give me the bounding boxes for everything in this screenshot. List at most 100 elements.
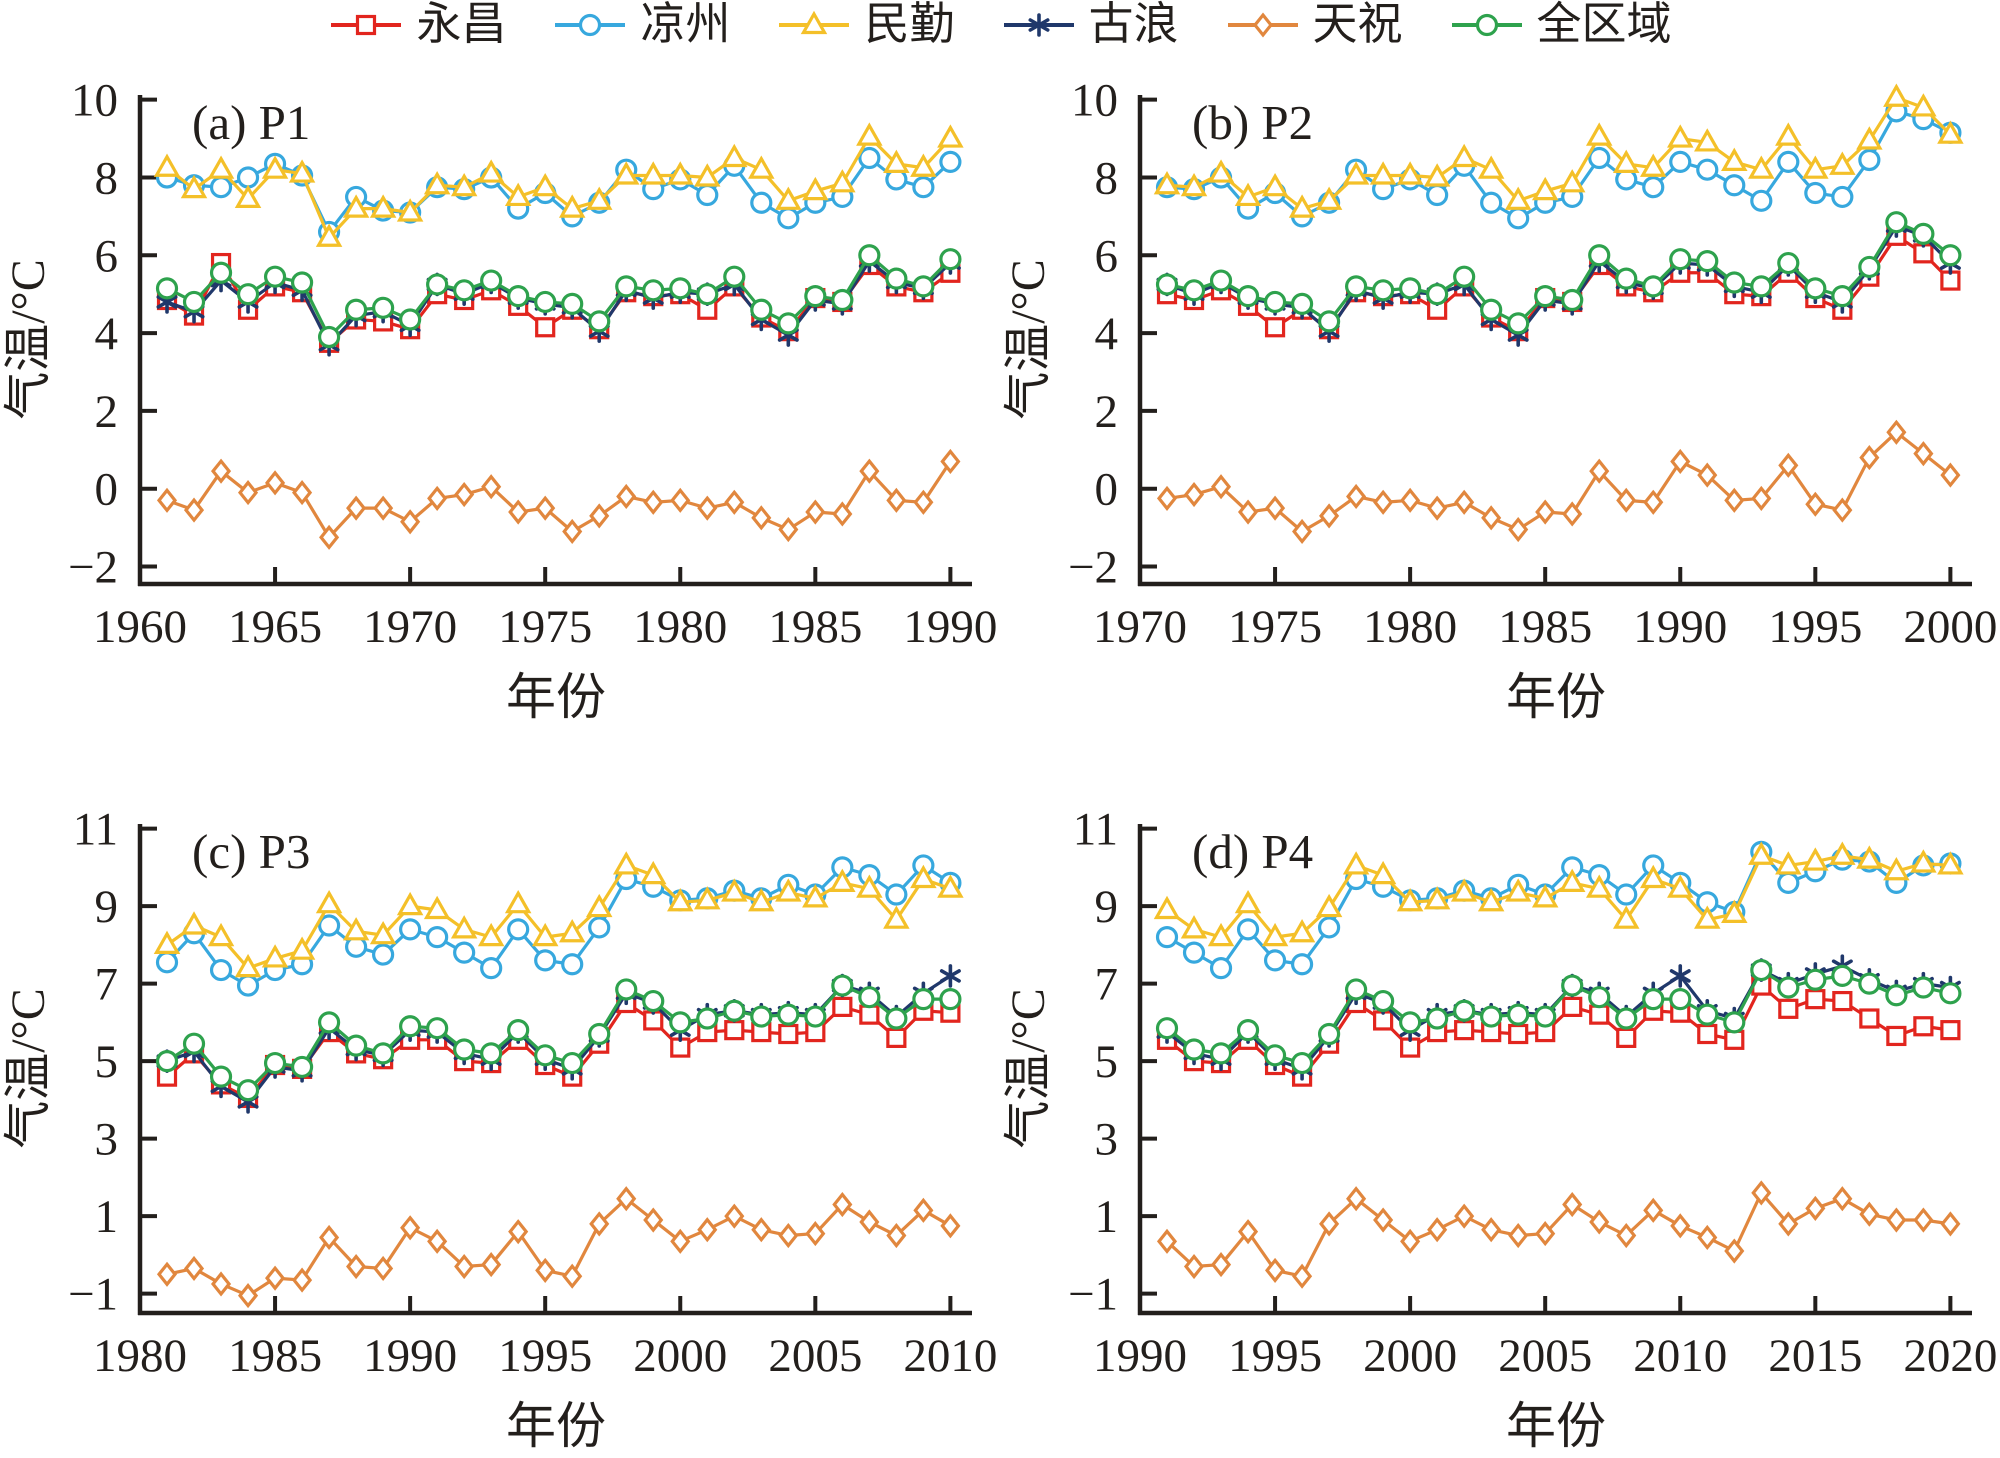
triangle-marker-icon <box>667 888 694 912</box>
triangle-marker-icon <box>748 888 775 912</box>
x-tick-label: 2000 <box>1903 601 1997 653</box>
diamond-marker-icon <box>1427 1217 1448 1243</box>
diamond-marker-icon <box>1400 1228 1421 1254</box>
circle-marker-icon <box>1236 1019 1260 1042</box>
legend-label: 全区域 <box>1536 0 1672 49</box>
diamond-marker-icon <box>1886 419 1907 445</box>
square-marker-icon <box>886 1027 907 1048</box>
circle-marker-icon <box>263 1051 287 1075</box>
diamond-marker-icon <box>616 483 637 510</box>
x-tick-label: 2000 <box>1363 1330 1457 1382</box>
circle-marker-icon <box>939 150 962 174</box>
triangle-marker-icon <box>477 159 505 183</box>
diamond-marker-icon <box>778 516 799 543</box>
triangle-marker-icon <box>1721 147 1748 172</box>
triangle-marker-icon <box>1937 120 1964 144</box>
triangle-marker-icon <box>369 194 397 218</box>
triangle-marker-icon <box>801 10 828 34</box>
square-marker-icon <box>1832 990 1853 1012</box>
diamond-marker-icon <box>373 1255 394 1282</box>
triangle-marker-icon <box>234 184 262 208</box>
circle-marker-icon <box>669 1011 692 1034</box>
diamond-marker-icon <box>1373 1207 1394 1233</box>
circle-marker-icon <box>1317 310 1341 333</box>
diamond-marker-icon <box>1859 445 1880 471</box>
triangle-marker-icon <box>639 860 667 885</box>
circle-marker-icon <box>1263 949 1287 972</box>
y-axis-title: 气温/°C <box>1002 988 1055 1149</box>
y-axis-title: 气温/°C <box>2 259 55 420</box>
circle-marker-icon <box>372 296 395 319</box>
triangle-marker-icon <box>694 163 721 187</box>
triangle-marker-icon <box>802 884 829 908</box>
circle-marker-icon <box>426 1017 449 1040</box>
circle-marker-icon <box>1669 248 1692 271</box>
diamond-marker-icon <box>1697 1224 1718 1251</box>
diamond-marker-icon <box>886 1222 907 1249</box>
panel-title: (a) P1 <box>192 95 310 150</box>
triangle-marker-icon <box>775 878 802 902</box>
diamond-marker-icon <box>292 480 313 506</box>
diamond-marker-icon <box>481 1252 502 1278</box>
diamond-marker-icon <box>940 448 961 475</box>
triangle-marker-icon <box>477 922 505 947</box>
y-tick-label: 4 <box>1095 308 1119 360</box>
circle-marker-icon <box>1236 918 1260 941</box>
triangle-marker-icon <box>1667 874 1694 898</box>
circle-marker-icon <box>1804 181 1827 205</box>
triangle-marker-icon <box>558 194 586 218</box>
circle-marker-icon <box>588 916 611 939</box>
diamond-marker-icon <box>1562 1191 1583 1218</box>
triangle-marker-icon <box>1937 851 1964 875</box>
circle-marker-icon <box>1480 298 1503 321</box>
triangle-marker-icon <box>1748 841 1775 865</box>
triangle-marker-icon <box>639 161 667 185</box>
diamond-marker-icon <box>805 499 826 525</box>
y-tick-label: 10 <box>1071 75 1118 127</box>
diamond-marker-icon <box>292 1267 313 1293</box>
circle-marker-icon <box>209 261 233 284</box>
circle-marker-icon <box>1263 290 1287 314</box>
triangle-marker-icon <box>775 186 802 210</box>
diamond-marker-icon <box>1427 495 1448 521</box>
diamond-marker-icon <box>1481 505 1502 531</box>
x-tick-label: 1980 <box>93 1330 187 1382</box>
triangle-marker-icon <box>1504 186 1532 210</box>
square-marker-icon <box>1913 1016 1934 1037</box>
diamond-marker-icon <box>1210 474 1232 500</box>
triangle-marker-icon <box>694 886 721 910</box>
chart-panel-a: −2 0 2 4 6 8 10 1960 1965 1970 1975 1980 1985 1990 (a)… <box>2 75 997 725</box>
circle-marker-icon <box>317 325 341 349</box>
triangle-marker-icon <box>396 891 424 916</box>
circle-marker-icon <box>1236 285 1260 308</box>
circle-marker-icon <box>1155 273 1179 296</box>
circle-marker-icon <box>1804 968 1827 991</box>
panel-b-p2: −2 0 2 4 6 8 10 1970 1975 1980 1985 1990 1995 2000 (b)… <box>1000 0 2000 729</box>
circle-marker-icon <box>426 273 449 296</box>
circle-marker-icon <box>1426 283 1449 306</box>
diamond-marker-icon <box>670 487 691 513</box>
diamond-marker-icon <box>1670 1213 1691 1239</box>
series-全区域 <box>155 974 962 1102</box>
circle-marker-icon <box>534 949 557 972</box>
circle-marker-icon <box>939 988 962 1011</box>
diamond-marker-icon <box>1535 499 1556 525</box>
triangle-marker-icon <box>1288 194 1316 218</box>
x-tick-label: 1990 <box>1633 601 1727 653</box>
series-全区域 <box>1155 211 1962 335</box>
diamond-marker-icon <box>1373 489 1394 515</box>
x-tick-label: 2010 <box>903 1330 997 1382</box>
chart-panel-d: −1 1 3 5 7 9 11 1990 1995 2000 2005 2010 2015 2020 (d)… <box>1002 804 1997 1454</box>
circle-marker-icon <box>1858 972 1881 995</box>
triangle-marker-icon <box>207 155 235 179</box>
diamond-marker-icon <box>1292 1263 1313 1289</box>
x-axis-title: 年份 <box>506 1398 606 1454</box>
x-tick-label: 1980 <box>1363 601 1457 653</box>
circle-marker-icon <box>1263 1044 1287 1067</box>
circle-marker-icon <box>1507 312 1530 335</box>
triangle-marker-icon <box>1612 905 1640 929</box>
legend-item-gulang: 古浪 <box>1001 2 1179 47</box>
circle-marker-icon <box>1155 1017 1179 1040</box>
diamond-marker-icon <box>859 1209 880 1235</box>
legend-swatch-diamond-icon <box>1227 11 1298 38</box>
